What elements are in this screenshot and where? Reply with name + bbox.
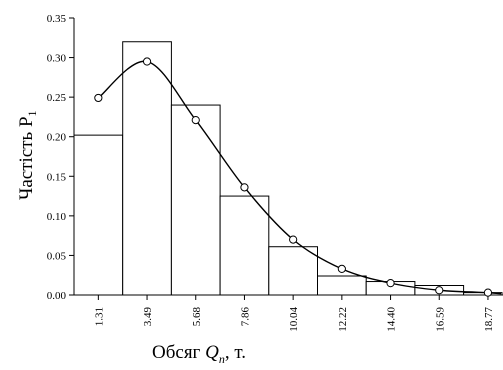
x-tick-label: 3.49 xyxy=(142,307,154,327)
x-tick-label: 16.59 xyxy=(434,307,446,332)
fitted-curve xyxy=(94,57,502,297)
x-axis-label: Обсяг Qп, т. xyxy=(152,342,246,367)
y-tick-label: 0.35 xyxy=(47,13,67,25)
histogram-bar xyxy=(122,41,172,296)
y-tick-label: 0.15 xyxy=(47,171,67,183)
fitted-curve-line xyxy=(97,60,502,295)
x-axis-label-suffix: , т. xyxy=(224,342,246,363)
y-tick-label: 0.00 xyxy=(47,290,67,302)
histogram-bar xyxy=(73,134,124,296)
x-axis-label-subscript: п xyxy=(218,351,225,366)
curve-point-marker xyxy=(435,286,444,295)
curve-point-marker xyxy=(289,235,298,244)
x-tick-label: 10.04 xyxy=(288,307,300,332)
y-tick-label: 0.30 xyxy=(47,53,67,65)
x-tick-label: 7.86 xyxy=(239,307,251,327)
curve-point-marker xyxy=(191,115,200,125)
x-tick-label: 5.68 xyxy=(191,307,203,327)
curve-point-marker xyxy=(337,264,346,273)
histogram-bar xyxy=(219,195,270,296)
curve-point-marker xyxy=(386,279,395,288)
histogram-bars xyxy=(73,41,503,296)
y-axis-label: Частість P1 xyxy=(16,110,39,200)
y-tick-label: 0.10 xyxy=(47,211,67,223)
histogram-bar xyxy=(317,275,367,296)
x-axis-label-prefix: Обсяг xyxy=(152,342,206,363)
y-tick-labels: 0.00 0.05 0.10 0.15 0.20 0.25 0.30 0.35 xyxy=(47,13,67,302)
curve-point-marker xyxy=(240,183,249,192)
curve-point-marker xyxy=(483,288,493,297)
histogram-bar xyxy=(170,104,221,296)
histogram-bar xyxy=(268,246,318,296)
x-axis-label-variable: Q xyxy=(205,342,219,363)
y-tick-label: 0.25 xyxy=(47,92,67,104)
curve-point-marker xyxy=(142,57,152,66)
x-tick-label: 12.22 xyxy=(337,307,349,332)
x-tick-label: 1.31 xyxy=(93,307,105,326)
y-tick-label: 0.20 xyxy=(47,132,67,144)
x-tick-label: 14.40 xyxy=(386,307,398,332)
y-axis-label-main: Частість P xyxy=(16,116,37,200)
y-axis-label-subscript: 1 xyxy=(25,110,39,116)
x-tick-labels: 1.31 3.49 5.68 7.86 10.04 12.22 14.40 16.59 18.7… xyxy=(93,307,495,332)
curve-point-marker xyxy=(94,93,103,103)
x-tick-label: 18.77 xyxy=(483,307,495,332)
y-tick-label: 0.05 xyxy=(47,250,67,262)
